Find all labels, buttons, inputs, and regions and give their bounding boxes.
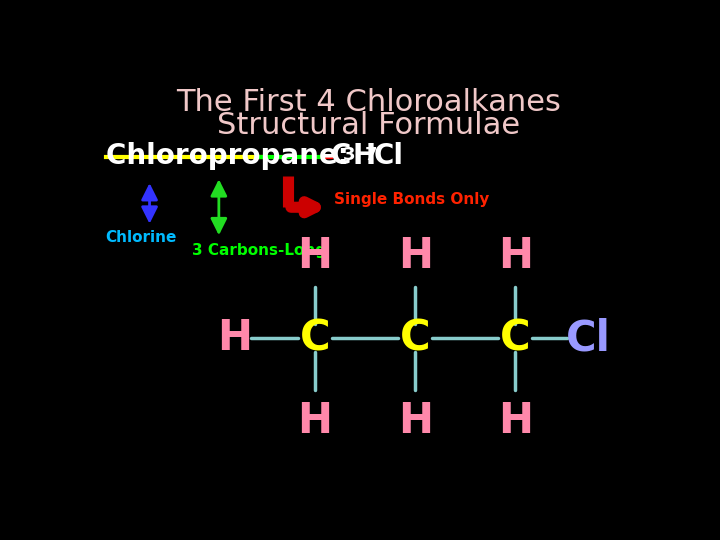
Text: Cl: Cl (374, 142, 404, 170)
Text: Single Bonds Only: Single Bonds Only (334, 192, 490, 207)
Text: C: C (330, 142, 351, 170)
Text: 3: 3 (343, 146, 356, 164)
Text: H: H (397, 234, 433, 276)
Text: H: H (498, 234, 533, 276)
Text: H: H (217, 317, 252, 359)
Text: H: H (498, 400, 533, 442)
Text: The First 4 Chloroalkanes: The First 4 Chloroalkanes (176, 88, 562, 117)
Text: Structural Formulae: Structural Formulae (217, 111, 521, 140)
Text: Chlorine: Chlorine (106, 231, 177, 245)
Text: H: H (297, 234, 333, 276)
Text: 3 Carbons-Long: 3 Carbons-Long (192, 244, 326, 259)
Text: H: H (297, 400, 333, 442)
Text: H: H (397, 400, 433, 442)
Text: 7: 7 (364, 146, 377, 164)
Text: C: C (500, 317, 531, 359)
Text: C: C (400, 317, 431, 359)
Text: H: H (352, 142, 375, 170)
Text: Chloropropane:: Chloropropane: (106, 142, 358, 170)
Text: Cl: Cl (566, 317, 611, 359)
Text: C: C (300, 317, 330, 359)
